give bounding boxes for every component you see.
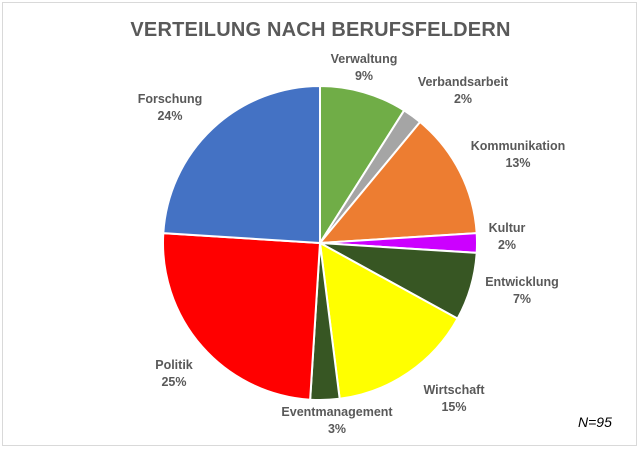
- slice-label-entwicklung: Entwicklung: [485, 275, 559, 289]
- slice-value-wirtschaft: 15%: [441, 400, 466, 414]
- slice-value-kommunikation: 13%: [505, 156, 530, 170]
- slice-value-forschung: 24%: [157, 109, 182, 123]
- pie-slice-wirtschaft: [318, 241, 459, 400]
- slice-label-verbandsarbeit: Verbandsarbeit: [418, 75, 509, 89]
- slice-value-verbandsarbeit: 2%: [454, 92, 472, 106]
- pie-slice-kommunikation: [317, 120, 478, 245]
- pie-slices: [162, 84, 478, 401]
- pie-slice-politik: [162, 232, 322, 401]
- slice-label-wirtschaft: Wirtschaft: [423, 383, 485, 397]
- slice-value-kultur: 2%: [498, 238, 516, 252]
- sample-size-note: N=95: [578, 414, 612, 430]
- slice-label-kultur: Kultur: [489, 221, 526, 235]
- pie-slice-forschung: [162, 84, 321, 245]
- slice-label-kommunikation: Kommunikation: [471, 139, 565, 153]
- slice-value-entwicklung: 7%: [513, 292, 531, 306]
- slice-label-verwaltung: Verwaltung: [331, 52, 398, 66]
- slice-value-politik: 25%: [161, 375, 186, 389]
- slice-value-eventmanagement: 3%: [328, 422, 346, 436]
- pie-labels: Verwaltung 9% Verbandsarbeit 2% Kommunikatio…: [138, 52, 566, 436]
- slice-label-politik: Politik: [155, 358, 193, 372]
- pie-slice-verwaltung: [319, 84, 406, 247]
- chart-title: VERTEILUNG NACH BERUFSFELDERN: [130, 19, 511, 41]
- slice-label-forschung: Forschung: [138, 92, 203, 106]
- slice-label-eventmanagement: Eventmanagement: [281, 405, 393, 419]
- slice-value-verwaltung: 9%: [355, 69, 373, 83]
